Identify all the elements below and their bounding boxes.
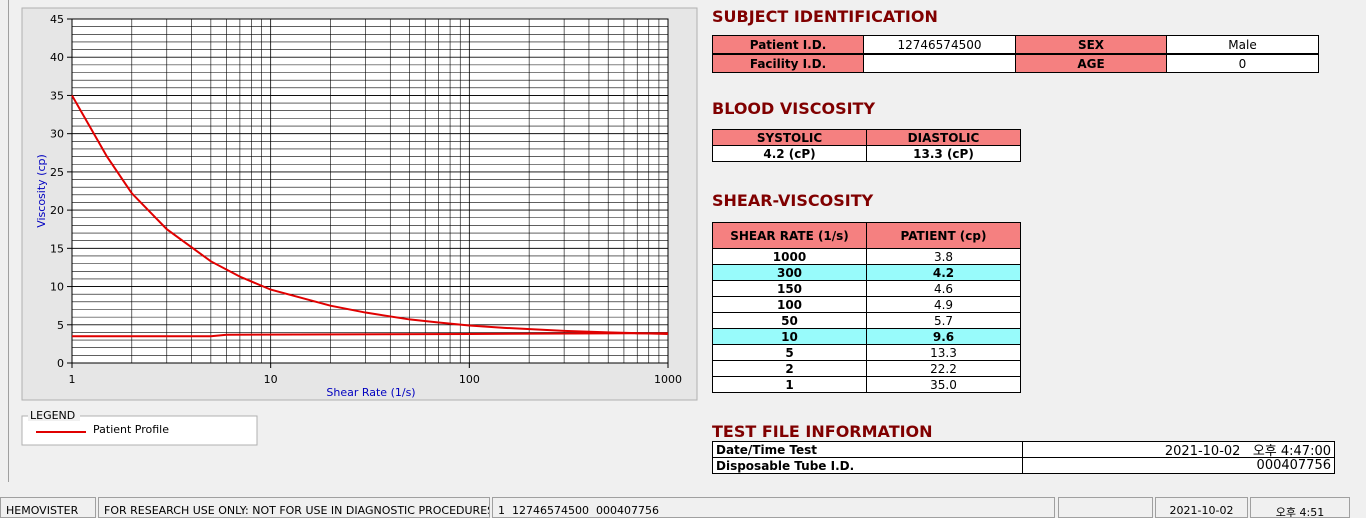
field-value: 000407756 bbox=[1022, 457, 1335, 474]
field-label: Date/Time Test bbox=[712, 441, 1023, 458]
section-title: BLOOD VISCOSITY bbox=[712, 99, 876, 118]
field-label: AGE bbox=[1015, 54, 1167, 73]
x-tick-label: 1 bbox=[69, 373, 76, 386]
chart: Viscosity (cp) Shear Rate (1/s) LEGEND P… bbox=[21, 7, 698, 446]
field-value bbox=[863, 54, 1016, 73]
cell-value: 4.2 (cP) bbox=[712, 145, 867, 162]
cell-value: 13.3 (cP) bbox=[866, 145, 1021, 162]
status-cell: 2021-10-02 bbox=[1155, 497, 1248, 518]
column-header: PATIENT (cp) bbox=[866, 222, 1021, 249]
y-tick-label: 35 bbox=[50, 89, 64, 102]
table-cell: 5.7 bbox=[866, 312, 1021, 329]
field-value: 12746574500 bbox=[863, 35, 1016, 54]
y-tick-label: 30 bbox=[50, 128, 64, 141]
y-tick-label: 40 bbox=[50, 51, 64, 64]
legend-label: Patient Profile bbox=[93, 423, 169, 436]
y-tick-label: 20 bbox=[50, 204, 64, 217]
table-cell: 10 bbox=[712, 328, 867, 345]
legend-title-bg bbox=[28, 409, 80, 421]
x-tick-label: 1000 bbox=[654, 373, 682, 386]
y-axis-label: Viscosity (cp) bbox=[35, 154, 48, 228]
y-tick-label: 45 bbox=[50, 13, 64, 26]
table-cell: 300 bbox=[712, 264, 867, 281]
status-cell bbox=[1058, 497, 1153, 518]
table-cell: 2 bbox=[712, 360, 867, 377]
table-cell: 50 bbox=[712, 312, 867, 329]
table-cell: 4.9 bbox=[866, 296, 1021, 313]
table-cell: 9.6 bbox=[866, 328, 1021, 345]
field-value: 0 bbox=[1166, 54, 1319, 73]
field-label: Disposable Tube I.D. bbox=[712, 457, 1023, 474]
legend-title: LEGEND bbox=[30, 409, 75, 422]
status-cell: FOR RESEARCH USE ONLY: NOT FOR USE IN DI… bbox=[98, 497, 490, 518]
plot-area bbox=[71, 18, 669, 364]
section-title: SHEAR-VISCOSITY bbox=[712, 191, 874, 210]
separator bbox=[8, 0, 9, 482]
table-cell: 13.3 bbox=[866, 344, 1021, 361]
table-cell: 100 bbox=[712, 296, 867, 313]
x-tick-label: 10 bbox=[264, 373, 278, 386]
plot-border bbox=[71, 18, 669, 364]
x-tick-label: 100 bbox=[459, 373, 480, 386]
status-cell: 1 12746574500 000407756 bbox=[492, 497, 1055, 518]
column-header: DIASTOLIC bbox=[866, 129, 1021, 146]
field-value: Male bbox=[1166, 35, 1319, 54]
table-cell: 1 bbox=[712, 376, 867, 393]
x-axis-label: Shear Rate (1/s) bbox=[326, 386, 415, 399]
field-label: SEX bbox=[1015, 35, 1167, 54]
table-cell: 4.6 bbox=[866, 280, 1021, 297]
status-cell: 오후 4:51 bbox=[1250, 497, 1350, 518]
y-tick-label: 5 bbox=[57, 319, 64, 332]
y-tick-label: 10 bbox=[50, 281, 64, 294]
column-header: SHEAR RATE (1/s) bbox=[712, 222, 867, 249]
data-line bbox=[72, 332, 669, 338]
field-label: Facility I.D. bbox=[712, 54, 864, 73]
table-cell: 3.8 bbox=[866, 248, 1021, 265]
y-tick-label: 25 bbox=[50, 166, 64, 179]
table-cell: 4.2 bbox=[866, 264, 1021, 281]
y-tick-label: 0 bbox=[57, 357, 64, 370]
table-cell: 22.2 bbox=[866, 360, 1021, 377]
section-title: TEST FILE INFORMATION bbox=[712, 422, 933, 441]
table-cell: 1000 bbox=[712, 248, 867, 265]
field-value: 2021-10-02 오후 4:47:00 bbox=[1022, 441, 1335, 458]
status-cell: HEMOVISTER bbox=[0, 497, 96, 518]
table-cell: 150 bbox=[712, 280, 867, 297]
data-line bbox=[71, 94, 669, 335]
field-label: Patient I.D. bbox=[712, 35, 864, 54]
y-tick-label: 15 bbox=[50, 242, 64, 255]
section-title: SUBJECT IDENTIFICATION bbox=[712, 7, 938, 26]
table-cell: 5 bbox=[712, 344, 867, 361]
column-header: SYSTOLIC bbox=[712, 129, 867, 146]
table-cell: 35.0 bbox=[866, 376, 1021, 393]
